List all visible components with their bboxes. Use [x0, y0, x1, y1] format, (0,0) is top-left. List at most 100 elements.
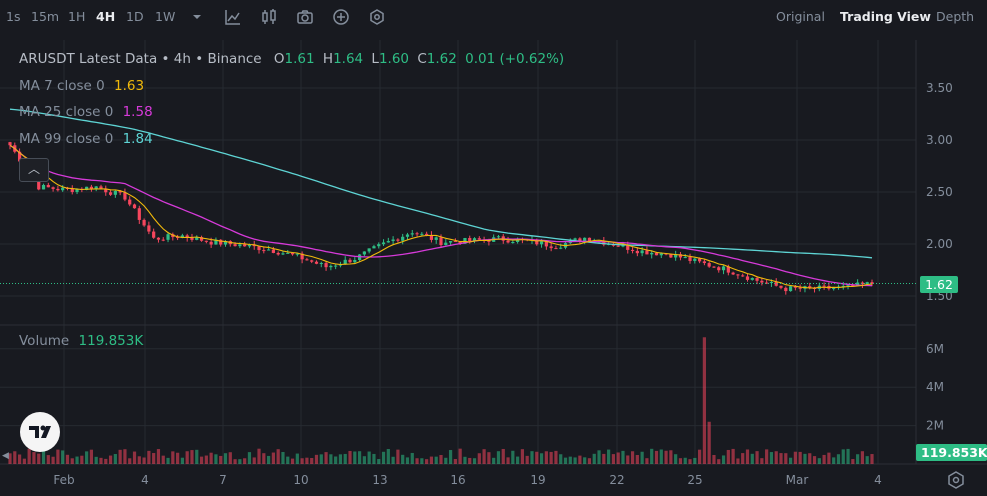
candle-body: [286, 252, 290, 254]
volume-bar: [267, 455, 271, 464]
candle-body: [223, 241, 228, 245]
interval-1w[interactable]: 1W: [155, 9, 176, 24]
add-plus-icon[interactable]: [331, 7, 351, 27]
candle-body: [391, 239, 395, 242]
volume-bar: [516, 456, 520, 464]
ma25-legend[interactable]: MA 25 close 0 1.58: [19, 104, 153, 120]
candle-body: [832, 288, 836, 290]
indicators-icon[interactable]: [223, 7, 243, 27]
candle-body: [793, 286, 797, 288]
candle-body: [496, 236, 501, 238]
candle-body: [544, 241, 548, 247]
volume-bar: [640, 451, 644, 464]
interval-1d[interactable]: 1D: [126, 9, 144, 24]
ma99-legend[interactable]: MA 99 close 0 1.84: [19, 131, 153, 147]
candle-body: [238, 244, 242, 247]
candle-body: [319, 263, 323, 265]
candle-body: [377, 244, 381, 247]
volume-bar: [324, 452, 328, 464]
volume-bar: [468, 457, 472, 464]
interval-1s[interactable]: 1s: [6, 9, 21, 24]
volume-bar: [736, 458, 740, 464]
volume-bar: [568, 456, 572, 464]
candle-body: [276, 252, 280, 255]
volume-bar: [841, 449, 845, 464]
volume-bar: [630, 451, 635, 464]
candle-body: [334, 265, 338, 267]
tradingview-logo[interactable]: [20, 412, 60, 452]
volume-bar: [22, 458, 26, 464]
candle-body: [688, 257, 692, 261]
candle-body: [271, 249, 275, 253]
ma25-value: 1.58: [122, 104, 153, 120]
candle-body: [726, 266, 730, 273]
candle-body: [415, 233, 419, 235]
volume-bar: [448, 450, 453, 464]
ma25-line: [9, 144, 873, 287]
candle-body: [343, 259, 347, 265]
time-tick-label: Feb: [53, 473, 74, 487]
candle-body: [262, 250, 266, 252]
volume-bar: [750, 453, 754, 464]
candle-body: [108, 192, 113, 195]
volume-bar: [678, 458, 683, 464]
collapse-legend-button[interactable]: ︿: [19, 158, 49, 182]
settings-hex-icon[interactable]: [367, 7, 387, 27]
chart-type-candles-icon[interactable]: [259, 7, 279, 27]
volume-bar: [544, 451, 548, 464]
candle-body: [204, 240, 208, 242]
volume-bar: [176, 452, 180, 464]
volume-bar: [827, 452, 831, 464]
candle-body: [731, 272, 735, 275]
candle-body: [132, 204, 137, 209]
volume-bar: [381, 451, 386, 464]
time-tick-label: 4: [141, 473, 149, 487]
volume-bar: [583, 457, 587, 464]
volume-bar: [444, 457, 448, 464]
candle-body: [511, 241, 515, 243]
candle-body: [549, 246, 553, 249]
screenshot-camera-icon[interactable]: [295, 7, 315, 27]
interval-more-dropdown-icon[interactable]: [187, 7, 207, 27]
volume-bar: [482, 449, 486, 464]
ma7-legend[interactable]: MA 7 close 0 1.63: [19, 78, 144, 94]
volume-bar: [166, 457, 170, 464]
volume-bar: [597, 450, 601, 464]
interval-4h[interactable]: 4H: [96, 9, 116, 24]
view-depth-tab[interactable]: Depth: [936, 9, 975, 24]
chart-settings-gear-icon[interactable]: [945, 469, 967, 491]
volume-bar: [353, 451, 357, 464]
volume-bar: [721, 455, 726, 464]
volume-bar: [693, 457, 697, 464]
ma99-line: [9, 108, 873, 259]
view-original-tab[interactable]: Original: [776, 9, 825, 24]
volume-bar: [726, 449, 730, 464]
volume-bar: [362, 456, 366, 464]
interval-15m[interactable]: 15m: [31, 9, 60, 24]
volume-bar: [650, 448, 654, 464]
candle-body: [630, 249, 635, 251]
volume-legend: Volume 119.853K: [19, 333, 143, 349]
candle-body: [765, 282, 769, 284]
view-tradingview-tab[interactable]: Trading View: [840, 9, 931, 24]
scroll-left-arrow-icon[interactable]: ◀: [2, 451, 9, 461]
candle-body: [693, 258, 697, 261]
candle-body: [698, 258, 702, 262]
volume-bar: [559, 454, 563, 464]
volume-bar: [137, 456, 141, 464]
candle-body: [506, 240, 510, 243]
legend-title: ARUSDT Latest Data • 4h • Binance: [19, 51, 262, 67]
volume-bar: [511, 450, 515, 464]
interval-1h[interactable]: 1H: [68, 9, 86, 24]
volume-bar: [185, 451, 189, 464]
volume-bar: [195, 449, 199, 464]
candle-body: [362, 251, 366, 255]
volume-bar: [300, 458, 304, 464]
candle-body: [99, 186, 103, 189]
candle-body: [142, 219, 146, 226]
candle-body: [439, 237, 443, 245]
volume-bar: [607, 449, 611, 464]
volume-bar: [817, 458, 821, 464]
ma99-value: 1.84: [122, 131, 153, 147]
